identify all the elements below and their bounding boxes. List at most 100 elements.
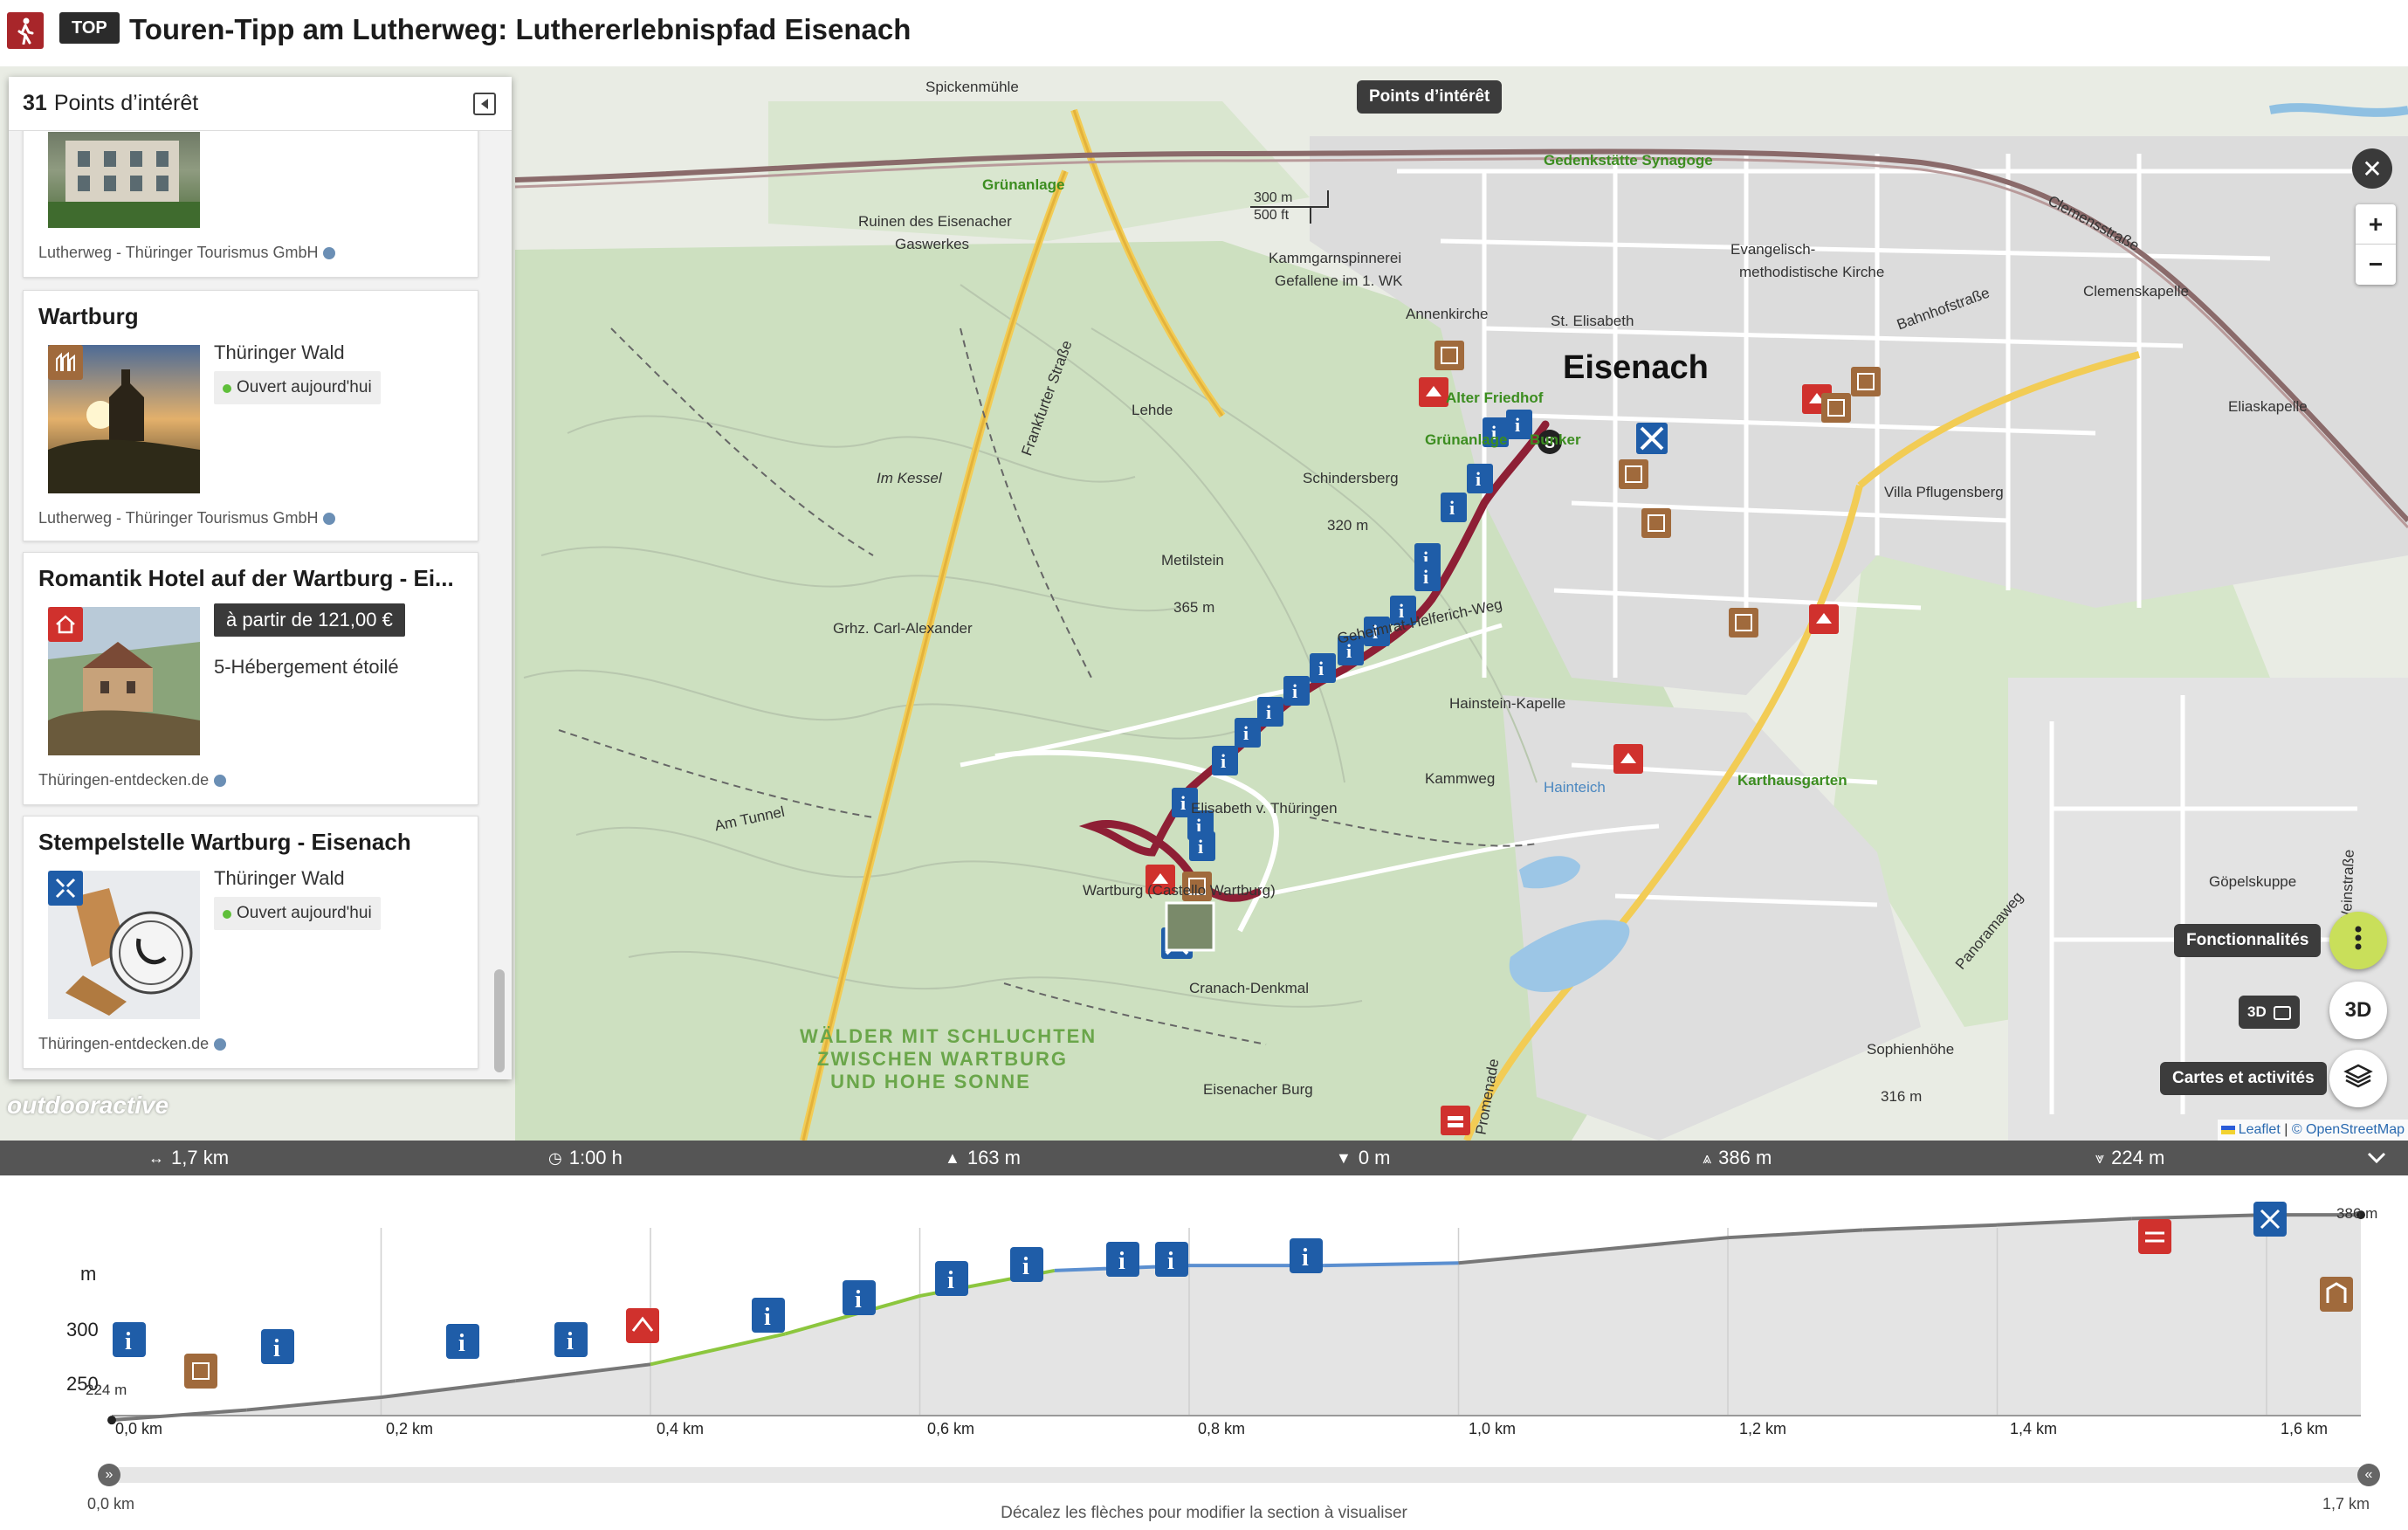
range-end-handle[interactable]: « bbox=[2357, 1464, 2380, 1486]
poi-source: Thüringen-entdecken.de bbox=[38, 771, 227, 789]
zoom-control[interactable]: + − bbox=[2356, 204, 2396, 285]
svg-text:i: i bbox=[1118, 1248, 1125, 1275]
svg-text:i: i bbox=[1167, 1248, 1174, 1275]
verified-icon bbox=[214, 1038, 227, 1051]
zoom-out-button[interactable]: − bbox=[2368, 251, 2384, 278]
elevation-line-segment bbox=[1324, 1261, 1459, 1268]
elevation-line-segment bbox=[1862, 1223, 1998, 1232]
open-status-badge: Ouvert aujourd'hui bbox=[214, 371, 381, 404]
svg-text:i: i bbox=[1515, 414, 1520, 436]
x-tick-label: 0,4 km bbox=[657, 1420, 705, 1437]
elevation-line-segment bbox=[2131, 1213, 2267, 1221]
poi-card-stamp[interactable]: Stempelstelle Wartburg - Eisenach Thürin… bbox=[23, 816, 478, 1069]
close-map-button[interactable]: ✕ bbox=[2352, 148, 2392, 189]
map-label: Hainteich bbox=[1544, 779, 1606, 796]
elevation-line-segment bbox=[381, 1379, 516, 1400]
osm-link[interactable]: © OpenStreetMap bbox=[2291, 1122, 2405, 1137]
info-profile-marker: i bbox=[1155, 1242, 1188, 1277]
castle-thumb-marker bbox=[1165, 901, 1215, 952]
poi-count: 31 bbox=[23, 91, 47, 115]
poi-source-text: Lutherweg - Thüringer Tourismus GmbH bbox=[38, 244, 319, 261]
map[interactable]: S i i i i i i i i i i i i i i i i i bbox=[0, 66, 2408, 1141]
range-hint: Décalez les flèches pour modifier la sec… bbox=[1001, 1504, 1407, 1522]
poi-thumbnail bbox=[48, 607, 200, 755]
open-status-badge: Ouvert aujourd'hui bbox=[214, 897, 381, 930]
zoom-in-button[interactable]: + bbox=[2356, 204, 2396, 245]
range-slider-track[interactable] bbox=[108, 1467, 2370, 1483]
header: TOP Touren-Tipp am Lutherweg: Luthererle… bbox=[0, 0, 2408, 66]
features-button[interactable] bbox=[2329, 912, 2387, 969]
x-tick-label: 0,2 km bbox=[386, 1420, 434, 1437]
hotel-marker[interactable] bbox=[1146, 377, 1839, 1135]
stat-high-point: ⩓ 386 m bbox=[1703, 1141, 1772, 1175]
flag-icon bbox=[2220, 1125, 2235, 1134]
x-tick-label: 1,0 km bbox=[1469, 1420, 1517, 1437]
ascent-icon: ▲ bbox=[945, 1149, 960, 1167]
chevron-down-icon bbox=[2367, 1152, 2386, 1164]
hotel-category-icon bbox=[48, 607, 83, 642]
verified-icon bbox=[214, 775, 227, 788]
stamp-profile-marker bbox=[2253, 1202, 2287, 1237]
svg-text:i: i bbox=[458, 1330, 465, 1357]
poi-card-wartburg[interactable]: Wartburg Thüringer Wald Ouvert aujourd'h… bbox=[23, 290, 478, 541]
stat-ascent-value: 163 m bbox=[967, 1147, 1021, 1168]
map-label: Clemenskapelle bbox=[2083, 283, 2189, 300]
elevation-line-segment bbox=[1458, 1248, 1593, 1265]
clock-icon: ◷ bbox=[548, 1149, 562, 1167]
poi-thumbnail bbox=[48, 871, 200, 1019]
poi-toggle-button[interactable]: Points d’intérêt bbox=[1357, 80, 1503, 114]
poi-source-text: Thüringen-entdecken.de bbox=[38, 1035, 210, 1052]
map-label: Gedenkstätte Synagoge bbox=[1544, 152, 1713, 169]
poi-card-hotel[interactable]: Romantik Hotel auf der Wartburg - Ei... … bbox=[23, 552, 478, 805]
info-marker[interactable]: i i i i i i i i i i i i i i i i i bbox=[1172, 410, 1532, 861]
map-label: Elisabeth v. Thüringen bbox=[1191, 800, 1338, 817]
map-label: Grhz. Carl-Alexander bbox=[833, 620, 973, 637]
layers-button[interactable] bbox=[2329, 1050, 2387, 1107]
x-tick-label: 0,6 km bbox=[927, 1420, 975, 1437]
info-profile-marker: i bbox=[113, 1322, 146, 1357]
svg-text:S: S bbox=[1545, 434, 1555, 451]
layers-label[interactable]: Cartes et activités bbox=[2160, 1062, 2327, 1095]
svg-text:i: i bbox=[947, 1267, 954, 1294]
map-label: Lehde bbox=[1132, 402, 1173, 418]
range-end-label: 1,7 km bbox=[2322, 1495, 2370, 1513]
info-profile-marker: i bbox=[1290, 1238, 1323, 1273]
stats-toggle-button[interactable] bbox=[2364, 1146, 2389, 1170]
close-icon: ✕ bbox=[2362, 155, 2383, 183]
map-label: Eisenacher Burg bbox=[1203, 1081, 1313, 1098]
map-label: 320 m bbox=[1327, 517, 1369, 534]
svg-text:i: i bbox=[1491, 422, 1496, 444]
stamp-marker[interactable] bbox=[1161, 423, 1668, 959]
svg-text:i: i bbox=[1423, 566, 1428, 588]
leaflet-link[interactable]: Leaflet bbox=[2238, 1122, 2281, 1137]
sight-profile-marker bbox=[184, 1354, 217, 1389]
svg-text:i: i bbox=[1266, 701, 1271, 723]
info-profile-marker: i bbox=[752, 1298, 785, 1333]
3d-label[interactable]: 3D bbox=[2239, 996, 2301, 1029]
info-profile-marker: i bbox=[446, 1324, 479, 1359]
map-label: Spickenmühle bbox=[925, 79, 1019, 95]
stat-low-point-value: 224 m bbox=[2111, 1147, 2165, 1168]
elevation-line-segment bbox=[650, 1332, 786, 1367]
poi-list[interactable]: Lutherweg - Thüringer Tourismus GmbH War… bbox=[9, 131, 512, 1079]
map-label-city: Eisenach bbox=[1563, 349, 1709, 386]
range-start-handle[interactable]: » bbox=[98, 1464, 120, 1486]
map-label: St. Elisabeth bbox=[1551, 313, 1634, 329]
3d-button[interactable]: 3D bbox=[2329, 982, 2387, 1039]
map-label: Hainstein-Kapelle bbox=[1449, 695, 1566, 712]
map-label: Grünanlage bbox=[1425, 431, 1508, 448]
sight-marker[interactable] bbox=[1182, 341, 1881, 901]
elevation-profile[interactable]: i i i i i i i i i i i m 300 250 224 m 386 m 0,0 km… bbox=[0, 1175, 2408, 1530]
features-label[interactable]: Fonctionnalités bbox=[2174, 924, 2322, 957]
collapse-panel-button[interactable] bbox=[473, 93, 496, 115]
elevation-chart[interactable]: i i i i i i i i i i i bbox=[0, 1175, 2408, 1530]
map-label: 316 m bbox=[1881, 1088, 1923, 1105]
map-markers[interactable]: i i i i i i i i i i i i i i i i i bbox=[0, 66, 2408, 1141]
poi-card[interactable]: Lutherweg - Thüringer Tourismus GmbH bbox=[23, 131, 478, 278]
poi-list-scrollbar[interactable] bbox=[494, 969, 505, 1072]
svg-text:i: i bbox=[1302, 1244, 1309, 1272]
more-vertical-icon bbox=[2355, 926, 2362, 956]
poi-thumbnail bbox=[48, 345, 200, 493]
svg-text:i: i bbox=[1198, 836, 1203, 858]
elevation-line-segment bbox=[1727, 1228, 1863, 1240]
